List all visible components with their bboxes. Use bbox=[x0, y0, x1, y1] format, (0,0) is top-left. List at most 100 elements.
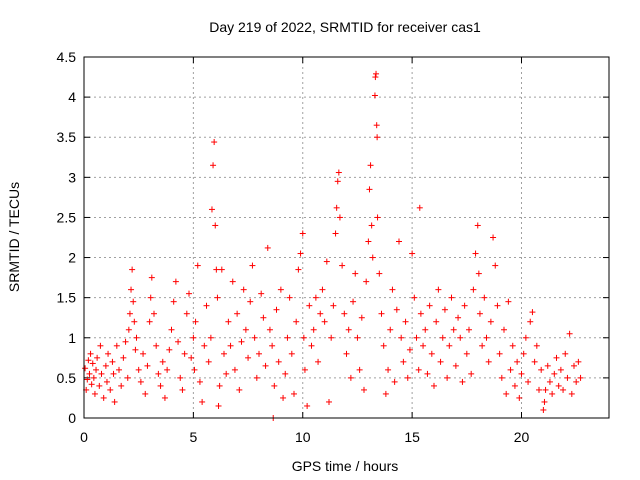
data-point bbox=[277, 286, 284, 293]
data-point bbox=[546, 378, 553, 385]
data-point bbox=[170, 298, 177, 305]
data-point bbox=[358, 314, 365, 321]
data-point bbox=[84, 376, 91, 383]
data-point bbox=[466, 326, 472, 333]
data-point bbox=[144, 362, 151, 369]
data-point bbox=[533, 342, 540, 349]
data-point bbox=[335, 169, 342, 176]
data-point bbox=[304, 402, 311, 409]
data-point bbox=[301, 366, 308, 373]
data-point bbox=[568, 390, 575, 397]
data-point bbox=[207, 334, 214, 341]
data-point bbox=[562, 350, 569, 357]
data-point bbox=[326, 398, 332, 405]
data-point bbox=[175, 338, 182, 345]
data-point bbox=[109, 358, 116, 365]
data-point bbox=[356, 366, 363, 373]
data-point bbox=[107, 386, 114, 393]
data-point bbox=[406, 346, 413, 353]
data-point bbox=[260, 314, 267, 321]
data-point bbox=[231, 366, 238, 373]
data-point bbox=[444, 374, 451, 381]
data-point bbox=[147, 294, 154, 301]
data-point bbox=[131, 318, 138, 325]
data-point bbox=[361, 386, 367, 393]
data-point bbox=[130, 298, 137, 305]
data-point bbox=[122, 338, 129, 345]
data-point bbox=[214, 294, 221, 301]
y-tick-label: 0.5 bbox=[57, 370, 77, 386]
data-point bbox=[433, 318, 440, 325]
data-point bbox=[264, 244, 271, 251]
data-point bbox=[179, 386, 186, 393]
data-point bbox=[186, 290, 192, 297]
data-point bbox=[223, 370, 230, 377]
data-point bbox=[496, 350, 503, 357]
data-point bbox=[201, 342, 208, 349]
data-point bbox=[133, 334, 140, 341]
data-point bbox=[511, 382, 518, 389]
data-point bbox=[409, 250, 416, 257]
data-point bbox=[218, 266, 225, 273]
data-point bbox=[105, 350, 112, 357]
data-point bbox=[514, 358, 521, 365]
data-point bbox=[132, 346, 139, 353]
data-point bbox=[522, 334, 529, 341]
data-point bbox=[199, 398, 206, 405]
data-point bbox=[245, 354, 252, 361]
data-point bbox=[366, 186, 373, 193]
data-point bbox=[317, 310, 324, 317]
data-point bbox=[350, 298, 357, 305]
data-point bbox=[93, 366, 100, 373]
data-point bbox=[273, 306, 280, 313]
data-point bbox=[336, 214, 343, 221]
data-point bbox=[376, 270, 383, 277]
data-point bbox=[271, 382, 278, 389]
data-point bbox=[441, 306, 448, 313]
x-axis-label: GPS time / hours bbox=[292, 458, 399, 474]
y-axis-label: SRMTID / TECUs bbox=[6, 182, 22, 292]
data-point bbox=[450, 326, 457, 333]
data-point bbox=[291, 390, 297, 397]
data-point bbox=[437, 358, 444, 365]
data-point bbox=[426, 302, 433, 309]
data-point bbox=[98, 370, 105, 377]
data-point bbox=[102, 362, 109, 369]
data-point bbox=[345, 326, 352, 333]
data-point bbox=[476, 310, 483, 317]
data-point bbox=[251, 334, 258, 341]
data-point bbox=[166, 346, 173, 353]
data-point bbox=[468, 370, 475, 377]
data-point bbox=[575, 358, 582, 365]
y-tick-label: 3.5 bbox=[57, 129, 77, 145]
data-point bbox=[295, 266, 302, 273]
data-point bbox=[315, 358, 322, 365]
data-point bbox=[266, 326, 273, 333]
data-point bbox=[126, 310, 133, 317]
data-point bbox=[89, 360, 96, 367]
data-point bbox=[216, 382, 223, 389]
data-point bbox=[393, 306, 400, 313]
data-point bbox=[140, 350, 147, 357]
data-point bbox=[196, 378, 203, 385]
y-tick-label: 3 bbox=[68, 169, 76, 185]
data-point bbox=[470, 286, 477, 293]
y-tick-label: 2.5 bbox=[57, 209, 77, 225]
data-point bbox=[343, 350, 350, 357]
data-points bbox=[82, 70, 584, 421]
data-point bbox=[234, 310, 241, 317]
data-point bbox=[215, 402, 222, 409]
data-point bbox=[446, 342, 453, 349]
data-point bbox=[566, 330, 573, 337]
data-point bbox=[463, 350, 470, 357]
data-point bbox=[85, 357, 92, 364]
data-point bbox=[256, 350, 262, 357]
data-point bbox=[398, 334, 405, 341]
y-tick-label: 1 bbox=[68, 330, 76, 346]
data-point bbox=[227, 342, 234, 349]
data-point bbox=[91, 390, 98, 397]
data-point bbox=[306, 302, 313, 309]
data-point bbox=[275, 358, 282, 365]
data-point bbox=[183, 310, 190, 317]
x-tick-label: 20 bbox=[514, 429, 530, 445]
